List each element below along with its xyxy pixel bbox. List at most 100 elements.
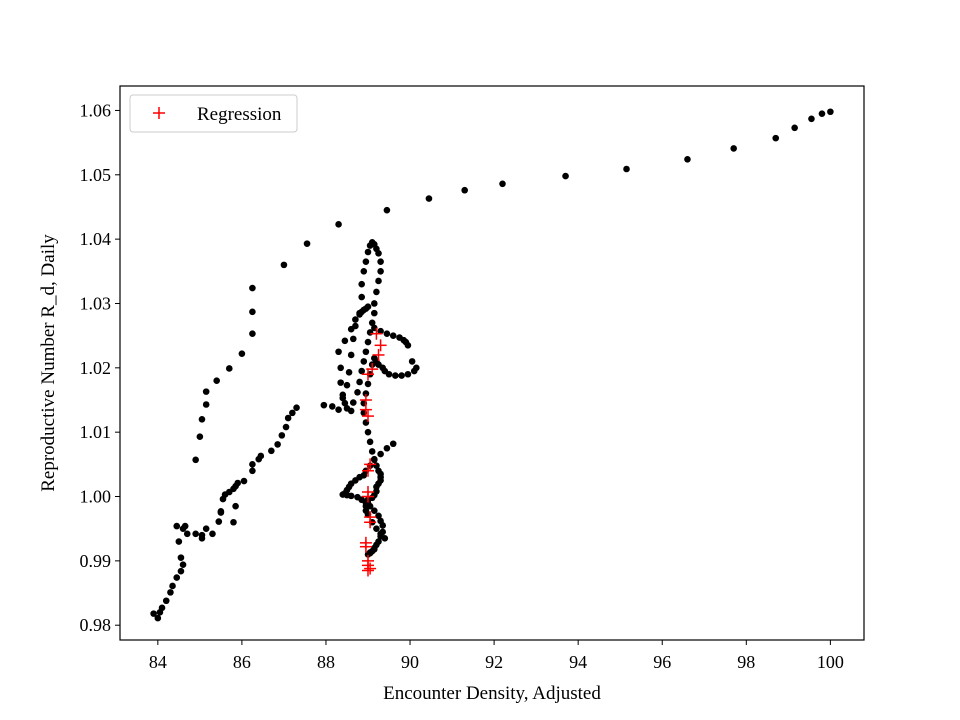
data-point	[230, 518, 237, 526]
data-point	[347, 492, 355, 500]
data-point	[337, 364, 344, 372]
data-point	[371, 300, 378, 307]
data-point	[364, 303, 372, 310]
x-tick-label: 100	[817, 652, 844, 672]
data-point	[238, 350, 246, 357]
x-tick-label: 90	[401, 652, 419, 672]
data-point	[335, 221, 342, 228]
data-point	[410, 367, 418, 375]
data-point	[179, 561, 187, 569]
regression-point	[362, 490, 374, 503]
x-tick-label: 92	[485, 652, 503, 672]
data-point	[425, 195, 433, 202]
regression-points-group	[359, 327, 387, 577]
data-point	[234, 479, 241, 487]
data-point	[404, 370, 412, 378]
data-point	[225, 365, 233, 372]
data-point	[818, 110, 826, 117]
data-point	[284, 414, 292, 422]
regression-point	[359, 403, 372, 416]
data-point	[337, 379, 344, 386]
data-point	[383, 330, 391, 338]
data-point	[461, 186, 468, 194]
data-point	[341, 399, 349, 407]
regression-point	[364, 562, 377, 575]
data-point	[293, 404, 300, 412]
x-tick-label: 84	[149, 652, 167, 672]
data-point	[371, 354, 378, 362]
data-point	[362, 390, 370, 397]
x-tick-label: 94	[569, 652, 587, 672]
data-point	[192, 530, 199, 538]
data-point	[158, 604, 166, 612]
data-points-group	[150, 108, 834, 622]
data-point	[240, 477, 248, 485]
data-point	[371, 456, 378, 464]
data-point	[373, 525, 380, 532]
regression-point	[370, 327, 383, 340]
data-point	[177, 554, 185, 561]
data-point	[274, 441, 281, 448]
data-point	[368, 448, 376, 455]
data-point	[198, 535, 206, 542]
data-point	[215, 518, 223, 525]
data-point	[249, 330, 256, 338]
data-point	[209, 530, 216, 538]
regression-point	[362, 410, 374, 423]
data-point	[408, 358, 416, 365]
y-tick-label: 1.04	[80, 229, 112, 249]
data-point	[343, 405, 351, 412]
data-point	[349, 335, 357, 343]
data-point	[364, 338, 372, 346]
data-point	[368, 319, 376, 327]
x-axis-label: Encounter Density, Adjusted	[383, 683, 601, 704]
data-point	[150, 610, 157, 617]
data-point	[278, 432, 286, 439]
data-point	[562, 172, 569, 180]
data-point	[169, 582, 176, 590]
data-point	[339, 391, 347, 399]
data-point	[358, 280, 365, 288]
x-tick-label: 88	[317, 652, 335, 672]
data-point	[499, 180, 506, 188]
data-point	[623, 165, 630, 173]
y-tick-label: 1.03	[80, 293, 112, 313]
data-point	[352, 316, 359, 323]
data-point	[202, 525, 210, 532]
plot-area-frame	[119, 85, 865, 641]
data-point	[383, 206, 391, 214]
data-point	[371, 545, 378, 553]
regression-point	[362, 464, 374, 477]
data-point	[377, 533, 384, 540]
data-point	[389, 332, 397, 339]
y-tick-label: 0.99	[80, 551, 112, 571]
y-tick-label: 1.02	[80, 358, 112, 378]
data-point	[375, 512, 382, 520]
data-point	[684, 156, 691, 163]
data-point	[341, 337, 349, 345]
data-point	[173, 522, 181, 530]
data-point	[232, 502, 239, 510]
data-point	[356, 378, 363, 386]
data-point	[177, 567, 185, 575]
data-point	[249, 467, 256, 475]
data-point	[383, 444, 391, 452]
data-point	[389, 440, 397, 448]
data-point	[347, 351, 355, 359]
x-axis-ticks: 84 86 88 90 92 94 96 98 100	[149, 640, 844, 672]
data-point	[181, 522, 189, 530]
data-point	[196, 433, 204, 440]
y-axis-label: Reproductive Number R_d, Daily	[38, 234, 59, 492]
data-point	[167, 589, 174, 596]
data-point	[398, 372, 405, 379]
data-point	[202, 401, 210, 408]
x-tick-label: 96	[653, 652, 671, 672]
data-point	[320, 401, 328, 409]
data-point	[354, 388, 361, 396]
data-point	[377, 327, 384, 335]
y-axis-ticks: 0.98 0.99 1.00 1.01 1.02 1.03 1.04 1.05 1.06	[80, 100, 120, 635]
legend-box	[129, 94, 298, 133]
data-point	[249, 461, 256, 468]
data-point	[377, 268, 384, 275]
